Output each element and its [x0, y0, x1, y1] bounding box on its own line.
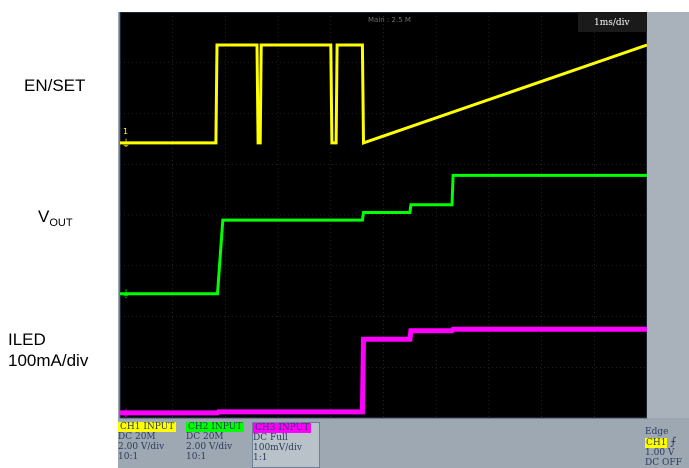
ch3-info: CH3 INPUT DC Full 100mV/div 1:1 — [252, 422, 320, 468]
record-length-text: Main : 2.5 M — [368, 16, 411, 24]
ch1-scale: 2.00 V/div — [118, 442, 165, 452]
oscilloscope-display: ⏚ ⏚ ⏚ 1 Main : 2.5 M 1ms/div CH1 INPUT DC 2… — [118, 12, 689, 468]
trigger-mode: Edge — [645, 427, 669, 437]
iled-label: ILED 100mA/div — [8, 329, 88, 371]
ch3-ground-marker: ⏚ — [121, 408, 131, 420]
vout-label-sub: OUT — [49, 217, 73, 229]
ch3-probe: 1:1 — [253, 453, 268, 463]
vout-label: VOUT — [38, 206, 73, 234]
timebase-tab — [578, 12, 647, 32]
ch2-probe: 10:1 — [186, 452, 207, 462]
trigger-coupling: DC OFF — [645, 458, 682, 468]
waveform-area: ⏚ ⏚ ⏚ 1 Main : 2.5 M 1ms/div — [119, 12, 689, 420]
right-side-panel — [647, 12, 689, 418]
iled-label-line1: ILED — [8, 330, 46, 349]
en-set-label: EN/SET — [24, 76, 86, 95]
ch2-coupling: DC 20M — [186, 432, 224, 442]
iled-scale-label: 100mA/div — [8, 351, 89, 370]
ch1-trace — [120, 43, 648, 145]
rising-edge-icon: ⨍ — [670, 435, 677, 448]
vout-label-main: V — [38, 207, 50, 226]
ch1-probe: 10:1 — [118, 452, 139, 462]
traces — [120, 43, 648, 416]
ch3-trace — [120, 326, 647, 416]
ch1-info: CH1 INPUT DC 20M 2.00 V/div 10:1 — [118, 422, 182, 462]
ch1-header: CH1 INPUT — [118, 422, 177, 432]
trigger-level-marker: 1 — [123, 127, 128, 136]
channel-markers: ⏚ ⏚ ⏚ 1 — [121, 127, 131, 420]
screen-frame — [119, 12, 648, 419]
timebase-text: 1ms/div — [594, 18, 631, 28]
ch3-scale: 100mV/div — [253, 443, 302, 453]
ch1-ground-marker: ⏚ — [121, 138, 131, 150]
ch3-coupling: DC Full — [253, 433, 288, 443]
ch2-scale: 2.00 V/div — [186, 442, 233, 452]
ch3-header: CH3 INPUT — [253, 423, 312, 433]
trigger-info: Edge CH1 ⨍ 1.00 V DC OFF — [645, 427, 685, 468]
trigger-source-row: CH1 ⨍ — [645, 435, 685, 448]
trigger-source: CH1 — [645, 438, 668, 448]
trigger-level: 1.00 V — [645, 448, 675, 458]
ch2-ground-marker: ⏚ — [121, 289, 131, 301]
ch2-trace — [120, 173, 647, 296]
ch2-info: CH2 INPUT DC 20M 2.00 V/div 10:1 — [186, 422, 250, 462]
ch2-header: CH2 INPUT — [186, 422, 245, 432]
ch1-coupling: DC 20M — [118, 432, 156, 442]
